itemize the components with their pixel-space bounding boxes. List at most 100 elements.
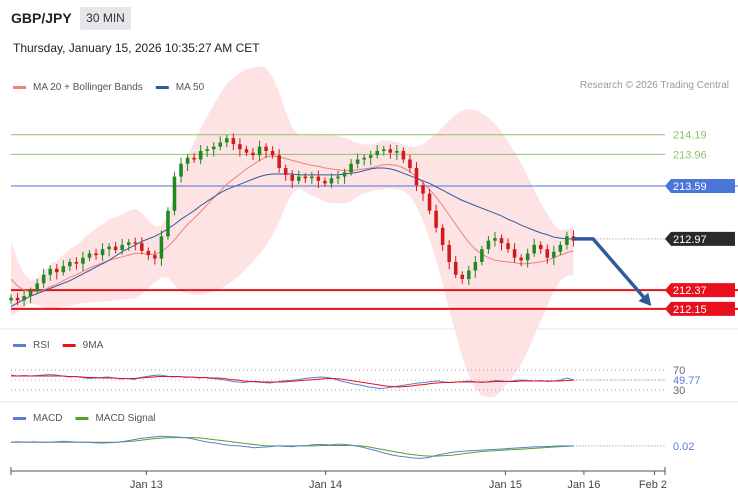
candle-body <box>211 146 216 150</box>
candle <box>440 224 445 251</box>
candle-body <box>552 251 556 258</box>
candle <box>140 237 144 255</box>
candle <box>427 188 432 215</box>
candle-body <box>427 193 432 211</box>
candle-body <box>107 246 111 250</box>
x-tick-label: Feb 2 <box>639 479 667 491</box>
candle-body <box>159 236 164 259</box>
candle <box>15 293 20 306</box>
candle <box>185 154 190 172</box>
candle-body <box>48 268 53 275</box>
candle <box>460 271 465 284</box>
candle-body <box>244 149 249 153</box>
candle-body <box>453 261 458 275</box>
price-panel: MA 20 + Bollinger Bands MA 50 214.19 213.96… <box>0 66 738 403</box>
candle-body <box>283 168 288 175</box>
legend-swatch <box>13 344 26 347</box>
candle <box>414 162 419 192</box>
candle-body <box>401 150 406 160</box>
candle-body <box>290 174 294 181</box>
candle-body <box>218 142 223 147</box>
level-label: 213.59 <box>673 181 707 193</box>
level-label: 212.15 <box>673 304 707 316</box>
candle <box>342 168 347 184</box>
candle-body <box>447 244 451 262</box>
legend-swatch <box>13 86 26 89</box>
candle <box>336 170 340 185</box>
candle <box>55 264 59 280</box>
candle <box>179 157 183 183</box>
candle <box>218 136 223 151</box>
legend-swatch <box>13 417 26 420</box>
candle <box>159 230 164 266</box>
candle <box>48 265 53 281</box>
candle <box>375 144 380 159</box>
candle-body <box>421 185 425 194</box>
candle <box>198 144 203 165</box>
candle-body <box>172 176 177 211</box>
candle <box>558 241 563 256</box>
candle <box>401 147 406 163</box>
candle-body <box>9 297 13 301</box>
level-tag-pivot <box>665 178 735 193</box>
macd-last-label: 0.02 <box>673 441 694 453</box>
candle-body <box>408 159 412 169</box>
candle <box>382 145 386 156</box>
candle-body <box>368 155 373 158</box>
candle <box>264 143 268 159</box>
candle <box>447 240 451 270</box>
macd-line <box>10 435 574 459</box>
candle <box>565 231 569 250</box>
candle <box>329 173 334 189</box>
candle-body <box>61 266 66 273</box>
forecast-arrowhead <box>638 292 652 306</box>
candle <box>225 134 229 148</box>
ma20-line <box>10 155 574 293</box>
level-tag-support <box>665 301 735 316</box>
candle-body <box>113 246 118 251</box>
timeframe-button[interactable]: 30 MIN <box>80 7 131 30</box>
candle <box>205 145 209 157</box>
candle <box>368 150 373 166</box>
candle-body <box>140 243 144 251</box>
candle <box>296 170 301 185</box>
candle <box>107 243 111 257</box>
candle-body <box>179 163 183 177</box>
candle-body <box>375 150 380 156</box>
rsi-ma-line <box>11 375 574 388</box>
candle <box>277 149 281 173</box>
candle-body <box>473 261 478 271</box>
candle <box>362 154 366 166</box>
candle <box>113 241 118 254</box>
candle <box>525 248 530 268</box>
candle <box>120 238 124 255</box>
candle-body <box>499 238 504 244</box>
candle-body <box>146 250 151 256</box>
candle-body <box>362 157 366 160</box>
candle <box>192 153 196 163</box>
candle-body <box>296 176 301 181</box>
candle-body <box>185 157 190 164</box>
candle-body <box>565 236 569 245</box>
candle <box>453 255 458 279</box>
candle-body <box>133 242 138 244</box>
candle <box>545 244 550 264</box>
candle <box>538 241 543 254</box>
candle <box>486 235 491 254</box>
candle-body <box>395 150 399 153</box>
candle-body <box>525 253 530 261</box>
level-label: 212.37 <box>673 285 707 297</box>
level-tag-support <box>665 283 735 298</box>
candle-body <box>35 283 39 291</box>
candle-body <box>198 150 203 160</box>
candle <box>349 159 353 176</box>
candle-body <box>434 210 438 228</box>
candle-body <box>81 257 85 264</box>
candle <box>310 171 314 185</box>
x-tick-label: Jan 14 <box>309 479 342 491</box>
candle <box>211 141 216 157</box>
candle-body <box>323 180 327 184</box>
candle <box>408 154 412 173</box>
candle-body <box>506 243 510 250</box>
